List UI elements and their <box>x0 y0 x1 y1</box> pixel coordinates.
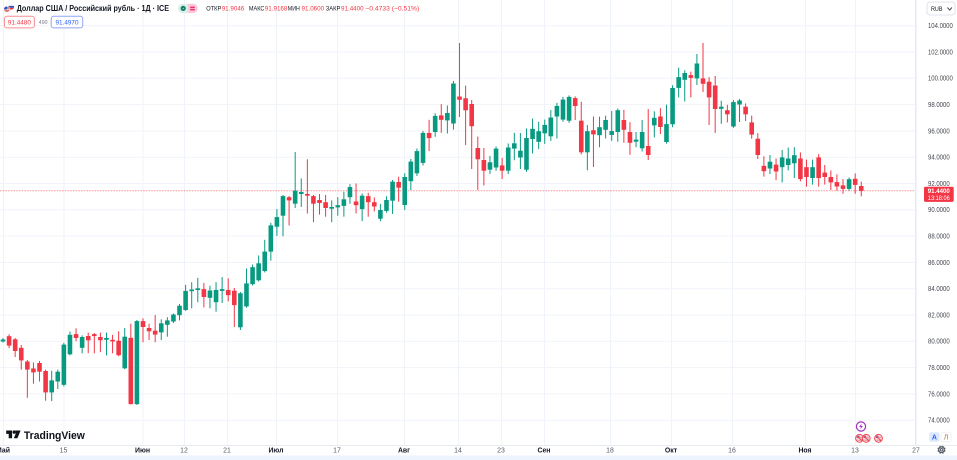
svg-text:TradingView: TradingView <box>24 430 85 442</box>
svg-text:91.4400: 91.4400 <box>928 188 950 195</box>
svg-text:82.0000: 82.0000 <box>928 312 950 319</box>
svg-text:91.9168: 91.9168 <box>265 5 288 12</box>
svg-text:91.4970: 91.4970 <box>56 19 79 26</box>
svg-text:23: 23 <box>497 448 505 455</box>
svg-text:13: 13 <box>851 448 859 455</box>
svg-text:18: 18 <box>606 448 614 455</box>
svg-text:МИН: МИН <box>288 5 300 12</box>
svg-text:−0.4733 (−0.51%): −0.4733 (−0.51%) <box>365 5 419 12</box>
svg-text:91.0600: 91.0600 <box>302 5 325 12</box>
svg-text:МАКС: МАКС <box>249 5 265 12</box>
svg-text:100.0000: 100.0000 <box>928 76 953 83</box>
svg-text:84.0000: 84.0000 <box>928 286 950 293</box>
svg-text:12: 12 <box>180 448 188 455</box>
svg-text:27: 27 <box>912 448 920 455</box>
svg-text:Авг: Авг <box>398 448 410 455</box>
svg-text:91.4400: 91.4400 <box>341 5 364 12</box>
svg-text:Июн: Июн <box>135 448 150 455</box>
svg-text:91.4480: 91.4480 <box>8 19 31 26</box>
svg-text:88.0000: 88.0000 <box>928 234 950 241</box>
svg-text:490: 490 <box>39 20 48 26</box>
svg-text:13:18:06: 13:18:06 <box>928 195 950 202</box>
svg-text:102.0000: 102.0000 <box>928 49 953 56</box>
svg-text:15: 15 <box>60 448 68 455</box>
svg-text:90.0000: 90.0000 <box>928 207 950 214</box>
svg-text:98.0000: 98.0000 <box>928 102 950 109</box>
svg-text:78.0000: 78.0000 <box>928 365 950 372</box>
svg-text:91.9046: 91.9046 <box>222 5 245 12</box>
svg-text:Июл: Июл <box>268 448 283 455</box>
svg-text:104.0000: 104.0000 <box>928 23 953 30</box>
svg-text:А: А <box>932 435 937 442</box>
svg-text:Сен: Сен <box>538 448 551 455</box>
svg-text:86.0000: 86.0000 <box>928 260 950 267</box>
svg-text:Окт: Окт <box>665 448 678 455</box>
svg-text:16: 16 <box>728 448 736 455</box>
svg-text:94.0000: 94.0000 <box>928 155 950 162</box>
svg-text:ОТКР: ОТКР <box>206 5 221 12</box>
svg-text:14: 14 <box>454 448 462 455</box>
svg-text:Май: Май <box>0 447 10 455</box>
svg-text:80.0000: 80.0000 <box>928 339 950 346</box>
svg-text:21: 21 <box>223 448 231 455</box>
svg-text:74.0000: 74.0000 <box>928 418 950 425</box>
svg-text:Доллар США / Российский рубль: Доллар США / Российский рубль · 1Д · ICE <box>17 3 170 13</box>
svg-text:ЗАКР: ЗАКР <box>326 5 341 12</box>
svg-text:76.0000: 76.0000 <box>928 391 950 398</box>
svg-text:Л: Л <box>944 435 949 442</box>
svg-text:17: 17 <box>333 448 341 455</box>
svg-text:92.0000: 92.0000 <box>928 181 950 188</box>
svg-text:Ноя: Ноя <box>798 448 811 455</box>
svg-text:RUB: RUB <box>931 6 943 13</box>
svg-text:96.0000: 96.0000 <box>928 128 950 135</box>
